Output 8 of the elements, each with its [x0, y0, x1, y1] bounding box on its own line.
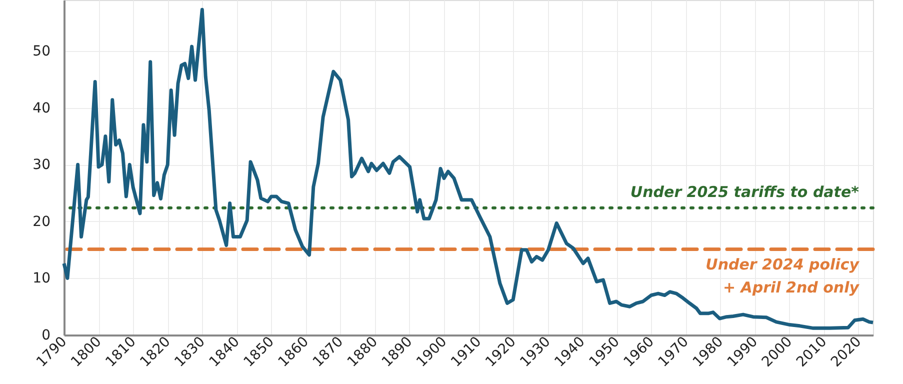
- y-tick-label: 20: [32, 214, 50, 230]
- y-tick-label: 40: [32, 100, 50, 116]
- ref-line-label: Under 2025 tariffs to date*: [630, 182, 860, 201]
- y-tick-label: 10: [32, 270, 50, 287]
- y-tick-label: 50: [32, 44, 50, 60]
- line-series: [62, 8, 875, 330]
- y-tick-label: 30: [32, 157, 50, 174]
- ref-line-label: Under 2024 policy + April 2nd only: [706, 255, 860, 296]
